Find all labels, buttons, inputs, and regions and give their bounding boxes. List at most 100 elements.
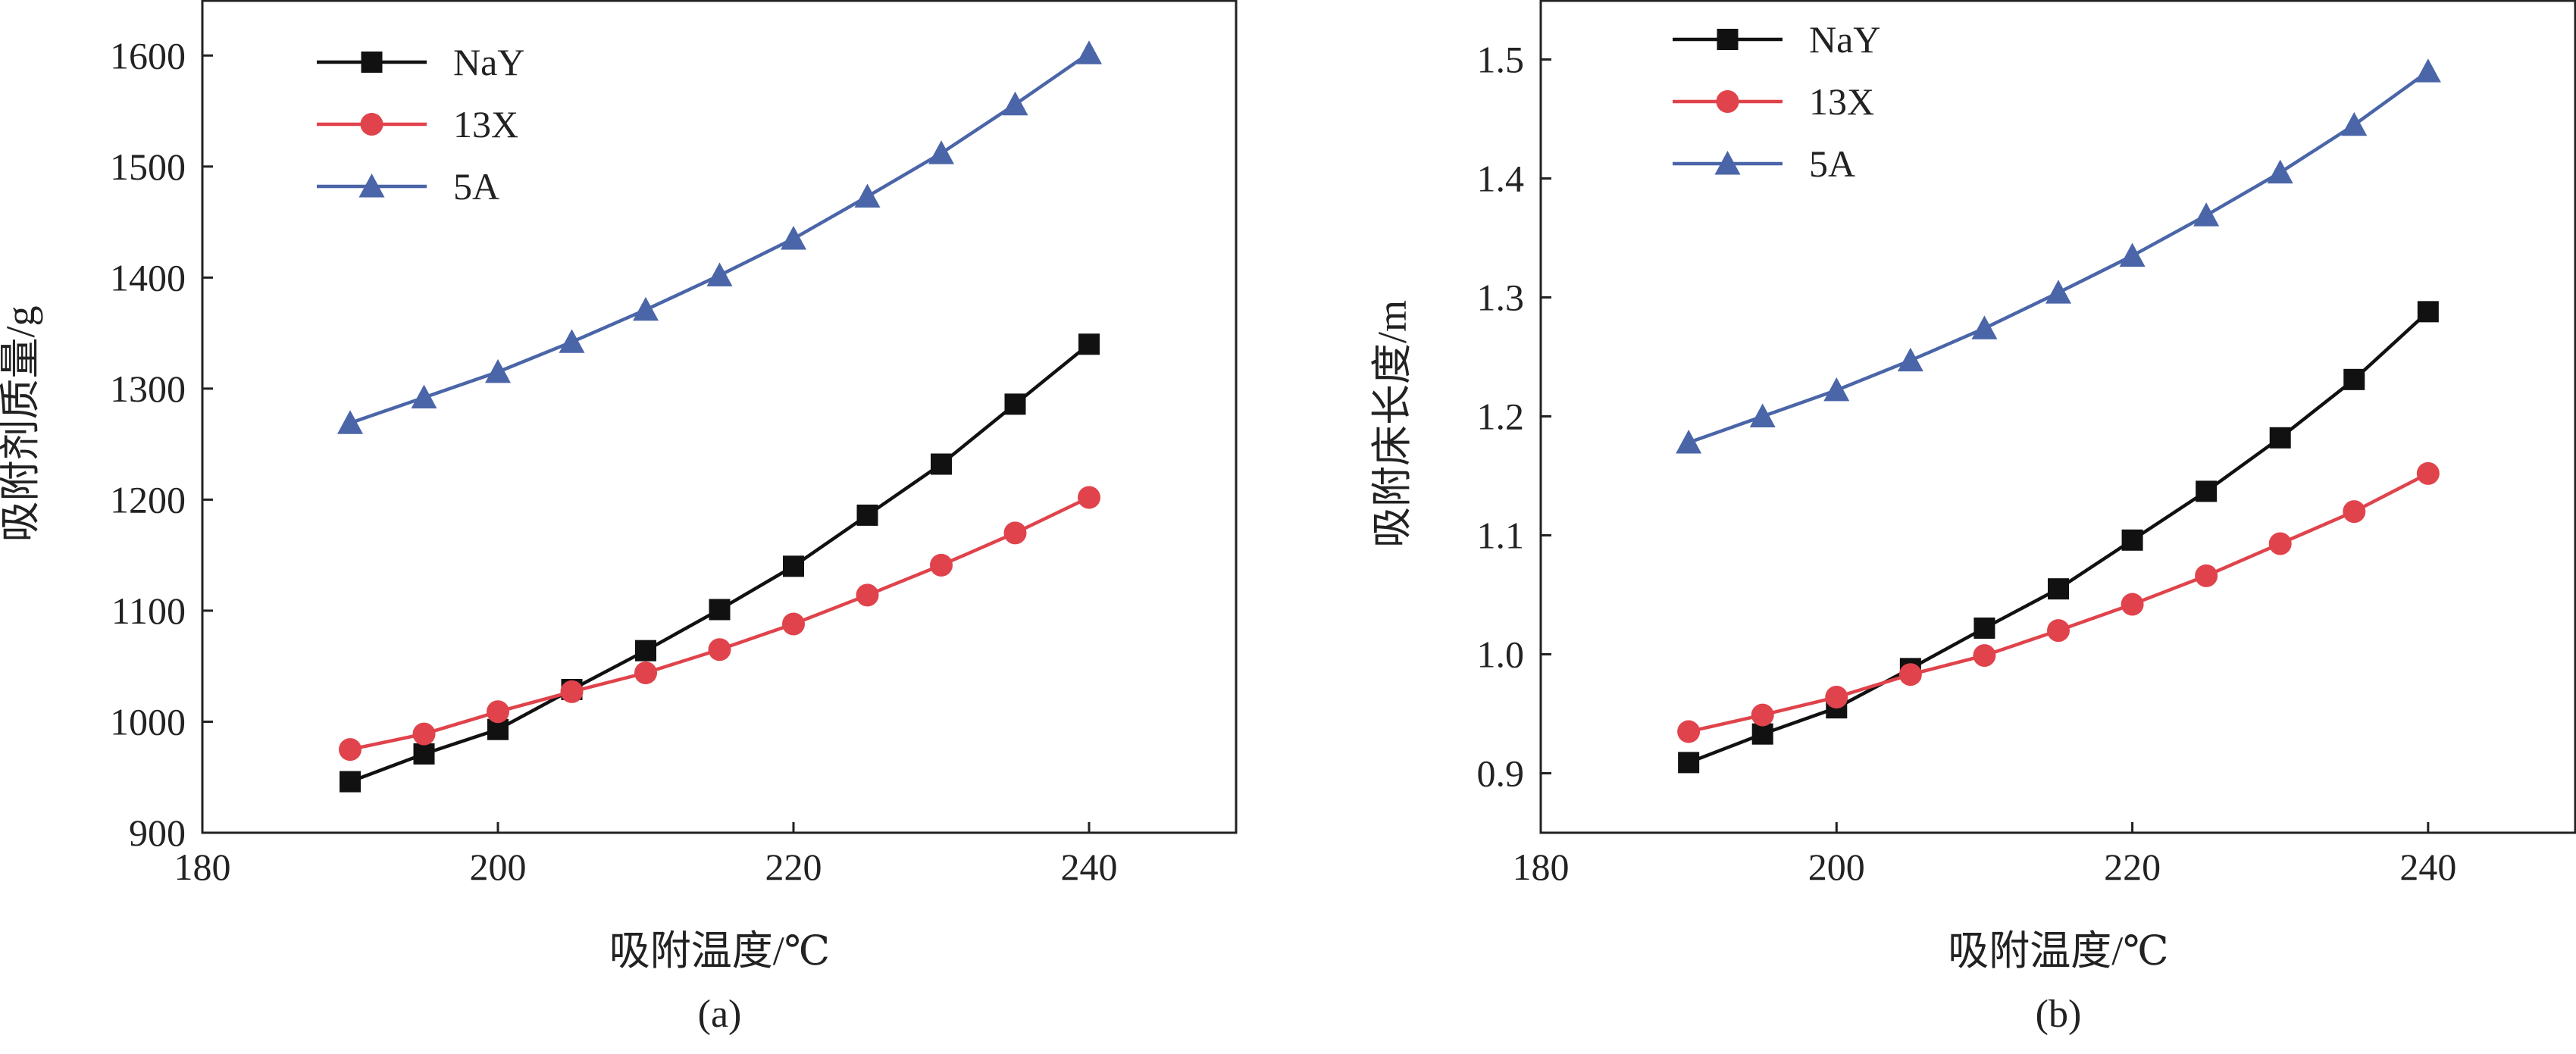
- data-point-13X: [782, 612, 805, 636]
- data-point-NaY: [783, 555, 804, 577]
- y-tick-label: 0.9: [1477, 752, 1525, 795]
- data-point-5A: [706, 262, 733, 286]
- data-point-5A: [2193, 202, 2220, 227]
- y-tick-label: 1100: [111, 590, 186, 632]
- data-point-5A: [2415, 58, 2441, 83]
- x-tick-label: 200: [470, 846, 527, 888]
- legend-label-5A: 5A: [453, 165, 499, 208]
- data-point-NaY: [2417, 301, 2439, 323]
- data-point-13X: [1898, 663, 1922, 687]
- data-point-NaY: [413, 743, 435, 765]
- data-point-5A: [928, 140, 954, 164]
- data-point-5A: [2119, 242, 2146, 267]
- data-point-13X: [1825, 686, 1848, 709]
- x-tick-label: 180: [174, 846, 231, 888]
- data-point-NaY: [931, 453, 952, 475]
- series-line-5A: [1688, 70, 2430, 445]
- legend: NaY 13X 5A: [317, 41, 524, 208]
- data-point-13X: [634, 661, 657, 684]
- legend-label-13X: 13X: [453, 103, 518, 145]
- data-point-13X: [2047, 619, 2070, 643]
- chart-panel-a: 180 200 220 240 900 1000 1100 1200 1300 1400 1500 1…: [0, 0, 1238, 1036]
- data-point-NaY: [1751, 723, 1773, 745]
- legend: NaY 13X 5A: [1673, 18, 1880, 185]
- y-tick-label: 1.3: [1477, 277, 1525, 319]
- data-point-5A: [1076, 40, 1102, 64]
- data-point-5A: [1749, 403, 1776, 427]
- y-tick-label: 1.0: [1477, 633, 1525, 676]
- data-point-5A: [337, 410, 363, 434]
- data-point-13X: [708, 638, 731, 661]
- data-point-5A: [2267, 159, 2293, 184]
- x-axis-title: 吸附温度/℃: [609, 928, 830, 974]
- series-line-13X: [1688, 471, 2429, 733]
- legend-label-13X: 13X: [1809, 80, 1874, 123]
- legend-marker-5A: [1714, 151, 1741, 175]
- data-point-13X: [1751, 703, 1774, 727]
- data-point-NaY: [1973, 617, 1995, 639]
- y-tick-label: 1.1: [1477, 514, 1525, 557]
- y-tick-label: 1200: [110, 478, 186, 521]
- data-point-NaY: [2196, 480, 2218, 502]
- data-point-13X: [2195, 564, 2218, 587]
- y-axis-title: 吸附剂质量/g: [0, 305, 43, 542]
- data-point-13X: [2343, 500, 2366, 524]
- data-point-NaY: [1078, 333, 1100, 355]
- data-point-NaY: [635, 640, 656, 661]
- legend-label-NaY: NaY: [453, 41, 524, 83]
- y-axis-title: 吸附床长度/m: [1369, 300, 1415, 548]
- data-point-13X: [1973, 644, 1996, 668]
- y-tick-label: 1600: [110, 34, 186, 77]
- data-point-13X: [1677, 720, 1701, 743]
- legend-marker-13X: [1716, 90, 1739, 113]
- legend-marker-5A: [358, 174, 385, 198]
- data-point-5A: [485, 358, 511, 383]
- data-point-5A: [1002, 91, 1028, 116]
- x-tick-label: 240: [2399, 846, 2456, 888]
- y-tick-label: 900: [129, 812, 186, 854]
- legend-marker-13X: [360, 113, 383, 136]
- plot-frame: [1539, 0, 2576, 834]
- data-point-13X: [2121, 593, 2144, 616]
- data-point-5A: [411, 384, 437, 409]
- series-line-NaY: [1688, 310, 2430, 765]
- data-point-NaY: [2269, 427, 2291, 449]
- x-tick-label: 240: [1061, 846, 1118, 888]
- data-point-5A: [2341, 111, 2368, 136]
- data-point-NaY: [1678, 752, 1700, 774]
- data-point-NaY: [856, 504, 878, 526]
- data-point-5A: [2045, 280, 2071, 304]
- chart-panel-b: 180 200 220 240 0.9 1.0 1.1 1.2 1.3 1.4 1.5 吸附温度/℃ 吸…: [1369, 0, 2576, 1036]
- y-tick-label: 1.2: [1477, 396, 1525, 438]
- y-tick-label: 1000: [110, 700, 186, 743]
- data-point-5A: [854, 183, 881, 208]
- data-point-5A: [559, 329, 585, 353]
- data-point-NaY: [2343, 368, 2365, 390]
- x-tick-label: 220: [2104, 846, 2161, 888]
- x-tick-label: 200: [1808, 846, 1865, 888]
- data-point-5A: [1971, 315, 1998, 339]
- data-point-13X: [1078, 486, 1100, 509]
- panel-label: (a): [698, 993, 742, 1036]
- legend-marker-NaY: [1717, 29, 1739, 50]
- data-point-5A: [633, 296, 659, 321]
- data-point-13X: [339, 738, 362, 762]
- legend-marker-NaY: [361, 52, 383, 73]
- data-point-13X: [856, 583, 879, 607]
- panel-label: (b): [2036, 993, 2082, 1036]
- data-point-13X: [2416, 461, 2440, 485]
- plot-frame: [201, 0, 1238, 834]
- x-tick-label: 180: [1513, 846, 1570, 888]
- x-tick-label: 220: [765, 846, 822, 888]
- data-point-NaY: [2121, 529, 2143, 551]
- series-line-13X: [349, 496, 1090, 752]
- legend-label-5A: 5A: [1809, 142, 1855, 185]
- x-axis-title: 吸附温度/℃: [1948, 928, 2168, 974]
- legend-label-NaY: NaY: [1809, 18, 1880, 61]
- series-line-NaY: [349, 342, 1091, 783]
- data-point-13X: [560, 680, 584, 703]
- y-tick-label: 1500: [110, 145, 186, 188]
- y-tick-label: 1400: [110, 256, 186, 299]
- data-point-NaY: [340, 771, 361, 793]
